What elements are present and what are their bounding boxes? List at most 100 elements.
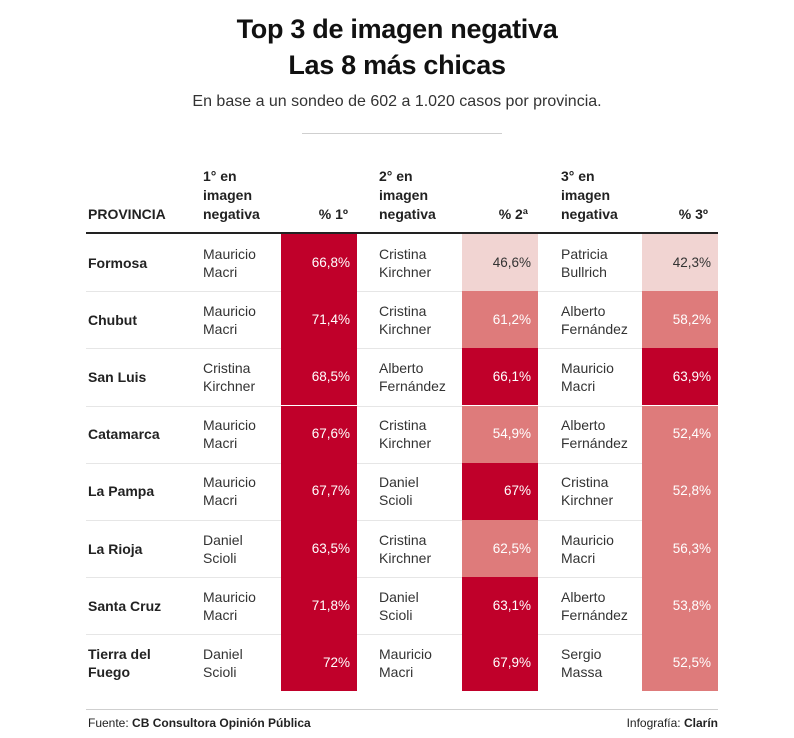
candidate-name: Daniel Scioli — [203, 531, 281, 567]
candidate-name-line: Cristina — [379, 246, 427, 262]
header-second-line3: negativa — [379, 206, 436, 222]
pct-cell — [281, 634, 357, 691]
candidate-name: Mauricio Macri — [203, 302, 281, 338]
pct-value: 68,5% — [311, 369, 350, 384]
pct-cell — [462, 291, 538, 348]
province-name-line: La Rioja — [88, 541, 143, 557]
candidate-name-line: Macri — [203, 492, 238, 508]
pct-value: 63,9% — [672, 369, 711, 384]
province-name-line: Santa Cruz — [88, 598, 162, 614]
candidate-name: Cristina Kirchner — [379, 302, 457, 338]
header-pct1: % 1º — [318, 206, 348, 222]
pct-value: 52,5% — [672, 655, 711, 670]
footer-source-label: Fuente: — [88, 716, 129, 730]
province-name: Santa Cruz — [88, 597, 188, 615]
candidate-name-line: Mauricio — [203, 417, 256, 433]
pct-value: 42,3% — [672, 255, 711, 270]
candidate-name-line: Massa — [561, 664, 603, 680]
candidate-name: Alberto Fernández — [561, 302, 639, 338]
candidate-name: Alberto Fernández — [561, 588, 639, 624]
candidate-name-line: Cristina — [379, 532, 427, 548]
row-divider — [86, 634, 718, 635]
header-first-line3: negativa — [203, 206, 260, 222]
pct-cell — [642, 291, 718, 348]
candidate-name-line: Kirchner — [379, 435, 432, 451]
header-pct3: % 3º — [678, 206, 708, 222]
pct-cell — [462, 234, 538, 291]
candidate-name: Mauricio Macri — [561, 359, 639, 395]
candidate-name-line: Alberto — [561, 417, 606, 433]
candidate-name-line: Macri — [203, 321, 238, 337]
candidate-name-line: Bullrich — [561, 264, 607, 280]
candidate-name-line: Cristina — [379, 417, 427, 433]
candidate-name: Alberto Fernández — [379, 359, 457, 395]
candidate-name-line: Mauricio — [203, 589, 256, 605]
candidate-name-line: Daniel — [203, 646, 243, 662]
province-name: Tierra del Fuego — [88, 645, 188, 681]
pct-cell — [462, 520, 538, 577]
pct-value: 71,8% — [311, 598, 350, 613]
candidate-name-line: Mauricio — [561, 360, 614, 376]
province-name-line: Chubut — [88, 312, 137, 328]
pct-value: 58,2% — [672, 312, 711, 327]
pct-cell — [281, 406, 357, 463]
footer-credit: Infografía: Clarín — [627, 716, 718, 730]
pct-value: 66,1% — [492, 369, 531, 384]
candidate-name-line: Scioli — [203, 664, 237, 680]
pct-cell — [642, 577, 718, 634]
header-first-line2: imagen — [203, 187, 253, 203]
candidate-name-line: Scioli — [379, 492, 413, 508]
pct-cell — [642, 348, 718, 405]
candidate-name: Cristina Kirchner — [379, 416, 457, 452]
row-divider — [86, 577, 718, 578]
pct-cell — [281, 348, 357, 405]
header-first-line1: 1° en — [203, 168, 237, 184]
province-name: Catamarca — [88, 425, 188, 443]
pct-cell — [642, 520, 718, 577]
pct-cell — [281, 577, 357, 634]
header-pct2: % 2ª — [498, 206, 528, 222]
title-divider — [302, 133, 502, 134]
candidate-name-line: Fernández — [379, 378, 446, 394]
pct-cell — [281, 291, 357, 348]
candidate-name-line: Fernández — [561, 607, 628, 623]
candidate-name-line: Macri — [203, 435, 238, 451]
candidate-name-line: Mauricio — [379, 646, 432, 662]
candidate-name-line: Alberto — [379, 360, 424, 376]
candidate-name-line: Daniel — [379, 589, 419, 605]
province-name-line: Fuego — [88, 664, 130, 680]
pct-value: 67,7% — [311, 483, 350, 498]
candidate-name-line: Kirchner — [379, 264, 432, 280]
province-name-line: La Pampa — [88, 483, 155, 499]
header-second-line1: 2° en — [379, 168, 413, 184]
pct-value: 61,2% — [492, 312, 531, 327]
pct-value: 71,4% — [311, 312, 350, 327]
candidate-name-line: Mauricio — [203, 246, 256, 262]
pct-cell — [462, 348, 538, 405]
province-name: San Luis — [88, 368, 188, 386]
pct-value: 52,8% — [672, 483, 711, 498]
province-name: Formosa — [88, 254, 188, 272]
province-name-line: San Luis — [88, 369, 147, 385]
pct-cell — [462, 634, 538, 691]
pct-value: 56,3% — [672, 541, 711, 556]
candidate-name-line: Alberto — [561, 589, 606, 605]
candidate-name: Daniel Scioli — [203, 645, 281, 681]
footer-source-value: CB Consultora Opinión Pública — [132, 716, 311, 730]
candidate-name-line: Macri — [379, 664, 414, 680]
pct-value: 67% — [503, 483, 531, 498]
candidate-name-line: Macri — [203, 607, 238, 623]
candidate-name: Mauricio Macri — [203, 588, 281, 624]
candidate-name-line: Kirchner — [379, 550, 432, 566]
candidate-name: Cristina Kirchner — [203, 359, 281, 395]
header-provincia: PROVINCIA — [88, 206, 166, 222]
row-divider — [86, 463, 718, 464]
chart-description: En base a un sondeo de 602 a 1.020 casos… — [192, 93, 602, 110]
footer-credit-value: Clarín — [683, 716, 718, 730]
candidate-name: Sergio Massa — [561, 645, 639, 681]
province-name: La Rioja — [88, 540, 188, 558]
row-divider — [86, 520, 718, 521]
candidate-name-line: Kirchner — [203, 378, 256, 394]
pct-cell — [642, 234, 718, 291]
candidate-name: Daniel Scioli — [379, 588, 457, 624]
